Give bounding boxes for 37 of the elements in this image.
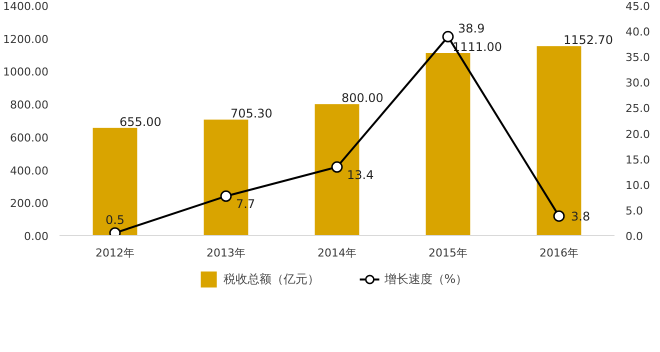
data-label: 1152.70 [563, 33, 614, 48]
bar [92, 128, 138, 236]
y-tick-label: 0.00 [24, 230, 49, 243]
y2-tick-label: 5.0 [626, 204, 643, 218]
y2-tick-label: 30.0 [626, 76, 650, 90]
data-label: 705.30 [230, 106, 272, 121]
y2-tick-label: 15.0 [626, 153, 650, 166]
x-tick-label: 2016年 [540, 246, 579, 260]
y2-tick-label: 40.0 [626, 26, 650, 39]
y2-tick-label: 25.0 [626, 102, 650, 116]
x-tick-label: 2013年 [206, 246, 246, 260]
y2-tick-label: 35.0 [626, 51, 650, 64]
bar [426, 52, 470, 236]
y2-tick-label: 45.0 [626, 0, 650, 13]
data-label: 800.00 [341, 91, 384, 106]
x-tick-label: 2015年 [428, 246, 468, 260]
legend-label: 增长速度（%） [384, 270, 468, 288]
point [331, 161, 343, 173]
y-tick-label: 1000.00 [3, 66, 49, 79]
point [442, 30, 454, 42]
y2-tick-label: 20.0 [626, 128, 650, 141]
y-tick-label: 400.00 [10, 164, 49, 178]
y-tick-label: 600.00 [10, 131, 49, 144]
y2-tick-label: 0.0 [626, 230, 643, 243]
point [220, 190, 232, 202]
x-tick-label: 2012年 [96, 246, 135, 260]
y2-tick-label: 10.0 [626, 178, 650, 192]
data-label: 655.00 [119, 114, 162, 129]
legend-label: 税收总额（亿元） [223, 270, 320, 288]
data-label: 0.5 [105, 212, 125, 227]
y-tick-label: 200.00 [10, 197, 49, 210]
y-tick-label: 1400.00 [3, 0, 49, 13]
y-tick-label: 1200.00 [3, 32, 49, 46]
point [553, 210, 565, 222]
x-tick-label: 2014年 [318, 246, 357, 260]
y-tick-label: 800.00 [10, 98, 49, 112]
data-label: 38.9 [458, 22, 485, 36]
